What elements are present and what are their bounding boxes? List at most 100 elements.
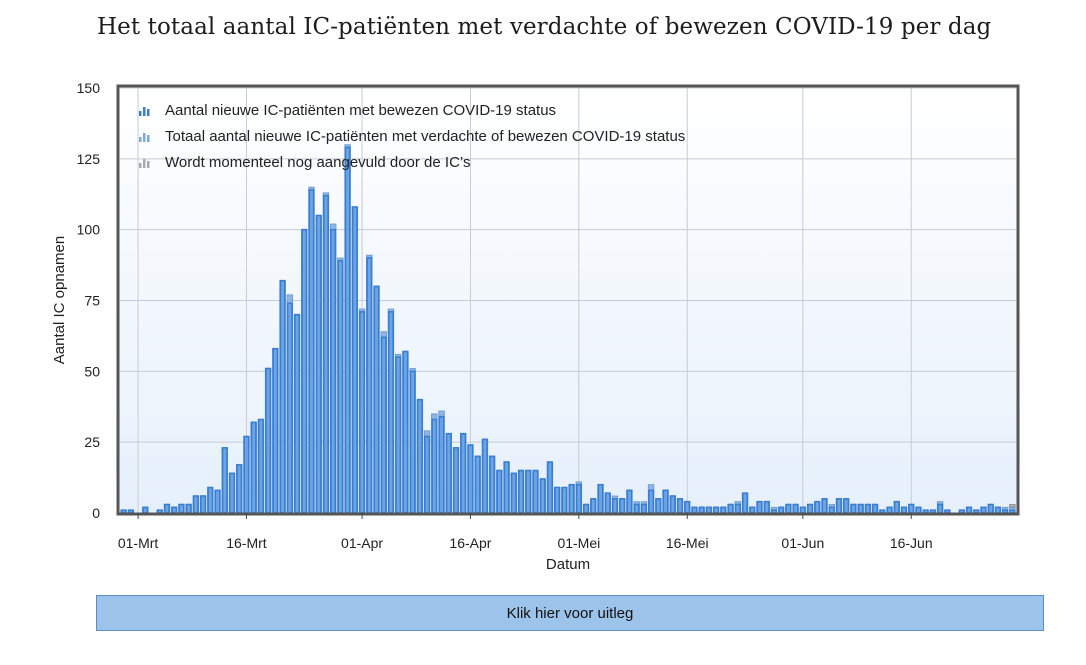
y-tick-label: 100 bbox=[77, 222, 101, 238]
bar-confirmed bbox=[872, 503, 879, 514]
legend-label: Totaal aantal nieuwe IC-patiënten met ve… bbox=[165, 128, 685, 145]
bar-confirmed bbox=[301, 228, 308, 514]
bar-confirmed bbox=[821, 498, 828, 514]
legend-swatch bbox=[147, 161, 150, 168]
bar-confirmed bbox=[886, 506, 893, 514]
bar-confirmed bbox=[192, 495, 199, 514]
bar-confirmed bbox=[452, 447, 460, 514]
y-axis: 0 25 50 75 100 125 150 bbox=[77, 80, 101, 521]
x-tick-label: 16-Mrt bbox=[226, 535, 267, 551]
bar-confirmed bbox=[402, 350, 409, 514]
x-tick-label: 16-Mei bbox=[666, 535, 709, 551]
bar-confirmed bbox=[366, 257, 373, 514]
legend-swatch bbox=[143, 159, 146, 168]
y-tick-label: 150 bbox=[77, 80, 101, 96]
bar-confirmed bbox=[734, 503, 741, 514]
x-axis: 01-Mrt 16-Mrt 01-Apr 16-Apr 01-Mei 16-Mei 01-J… bbox=[118, 513, 933, 551]
bar-confirmed bbox=[546, 461, 553, 514]
bar-confirmed bbox=[691, 506, 698, 514]
bar-confirmed bbox=[250, 421, 257, 514]
bar-confirmed bbox=[351, 206, 358, 514]
bar-confirmed bbox=[568, 483, 575, 514]
bar-confirmed bbox=[561, 486, 568, 514]
legend-label: Wordt momenteel nog aangevuld door de IC… bbox=[165, 154, 470, 171]
bar-confirmed bbox=[243, 435, 250, 514]
y-tick-label: 0 bbox=[92, 505, 100, 521]
bar-confirmed bbox=[438, 415, 445, 514]
legend-swatch bbox=[143, 107, 146, 116]
legend-item[interactable]: Totaal aantal nieuwe IC-patiënten met ve… bbox=[139, 128, 685, 145]
ic-chart: 0 25 50 75 100 125 150 01-Mrt 16-Mrt 01-Apr 16-Ap… bbox=[51, 80, 1020, 573]
bar-confirmed bbox=[467, 444, 474, 514]
bar-confirmed bbox=[835, 498, 842, 514]
bar-confirmed bbox=[272, 347, 279, 514]
bar-confirmed bbox=[228, 472, 236, 514]
bar-confirmed bbox=[322, 194, 329, 514]
bar-confirmed bbox=[200, 495, 207, 514]
bar-confirmed bbox=[669, 495, 676, 514]
bar-confirmed bbox=[142, 506, 149, 514]
explanation-button[interactable]: Klik hier voor uitleg bbox=[96, 595, 1044, 631]
bar-confirmed bbox=[713, 506, 720, 514]
bar-confirmed bbox=[727, 503, 734, 514]
bar-confirmed bbox=[742, 492, 749, 514]
bar-confirmed bbox=[525, 469, 532, 514]
bar-confirmed bbox=[619, 498, 626, 514]
bar-confirmed bbox=[489, 455, 496, 514]
bar-confirmed bbox=[481, 438, 488, 514]
bar-confirmed bbox=[966, 506, 973, 514]
legend-item[interactable]: Wordt momenteel nog aangevuld door de IC… bbox=[139, 154, 470, 171]
bar-confirmed bbox=[337, 260, 344, 514]
bar-confirmed bbox=[539, 478, 546, 514]
legend-label: Aantal nieuwe IC-patiënten met bewezen C… bbox=[165, 102, 556, 119]
bar-confirmed bbox=[994, 506, 1001, 514]
y-tick-label: 50 bbox=[84, 363, 100, 379]
bar-confirmed bbox=[431, 418, 438, 514]
bar-confirmed bbox=[857, 503, 864, 514]
bar-confirmed bbox=[460, 432, 467, 514]
bar-confirmed bbox=[720, 506, 727, 514]
x-tick-label: 01-Jun bbox=[781, 535, 824, 551]
bar-confirmed bbox=[633, 503, 640, 514]
bar-confirmed bbox=[518, 469, 525, 514]
bar-confirmed bbox=[756, 500, 763, 514]
bar-confirmed bbox=[590, 498, 597, 514]
x-tick-label: 01-Mrt bbox=[118, 535, 159, 551]
bar-confirmed bbox=[214, 489, 221, 514]
bar-confirmed bbox=[221, 447, 228, 514]
bar-confirmed bbox=[611, 498, 618, 514]
y-axis-label: Aantal IC opnamen bbox=[51, 236, 68, 364]
gridlines bbox=[120, 87, 1016, 514]
bar-confirmed bbox=[698, 506, 705, 514]
bar-confirmed bbox=[575, 483, 582, 514]
bar-confirmed bbox=[409, 370, 416, 514]
bar-confirmed bbox=[843, 498, 850, 514]
bar-confirmed bbox=[510, 472, 517, 514]
bar-confirmed bbox=[915, 506, 922, 514]
plot-frame bbox=[116, 84, 1020, 516]
bar-confirmed bbox=[778, 506, 785, 514]
x-tick-label: 16-Apr bbox=[449, 535, 491, 551]
legend-swatch bbox=[147, 109, 150, 116]
y-tick-label: 125 bbox=[77, 151, 101, 167]
bar-confirmed bbox=[648, 489, 655, 514]
bar-confirmed bbox=[676, 498, 684, 514]
bar-confirmed bbox=[185, 503, 192, 514]
bar-confirmed bbox=[937, 503, 944, 514]
bar-pending bbox=[1009, 504, 1016, 508]
legend-swatch bbox=[139, 163, 142, 168]
x-tick-label: 01-Mei bbox=[557, 535, 600, 551]
bar-confirmed bbox=[597, 483, 604, 514]
legend-item[interactable]: Aantal nieuwe IC-patiënten met bewezen C… bbox=[139, 102, 556, 119]
legend-swatch bbox=[139, 111, 142, 116]
bar-confirmed bbox=[279, 279, 286, 514]
bar-confirmed bbox=[416, 398, 423, 514]
bar-confirmed bbox=[344, 146, 351, 514]
x-axis-label: Datum bbox=[546, 556, 590, 573]
bar-confirmed bbox=[850, 503, 857, 514]
bar-confirmed bbox=[785, 503, 792, 514]
bar-confirmed bbox=[814, 500, 821, 514]
bar-confirmed bbox=[380, 336, 387, 514]
bar-confirmed bbox=[749, 506, 756, 514]
bar-confirmed bbox=[395, 356, 402, 514]
